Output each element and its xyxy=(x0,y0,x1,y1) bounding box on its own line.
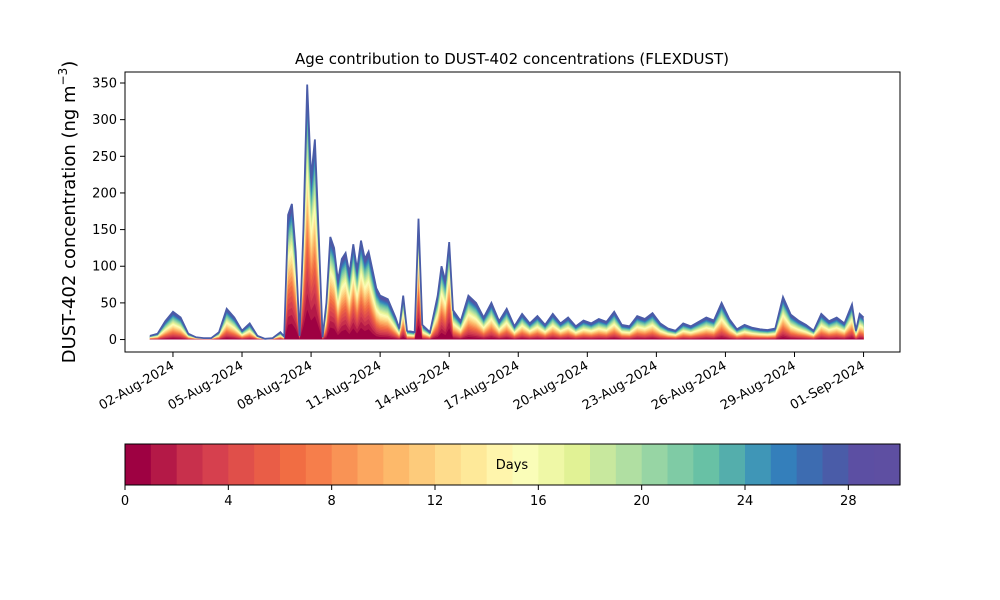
colorbar-bin-24 xyxy=(745,444,772,485)
y-tick-label: 0 xyxy=(109,333,117,348)
y-tick-label: 300 xyxy=(92,113,117,128)
age-band-9-days xyxy=(149,211,864,340)
colorbar-bin-4 xyxy=(228,444,255,485)
age-band-10-days xyxy=(149,204,864,340)
age-band-7-days xyxy=(149,228,864,340)
colorbar-bin-3 xyxy=(202,444,229,485)
x-tick-label: 01-Sep-2024 xyxy=(788,358,868,413)
y-tick-label: 150 xyxy=(92,223,117,238)
colorbar-tick-label: 16 xyxy=(530,494,547,509)
y-tick-label: 250 xyxy=(92,150,117,165)
colorbar-bin-16 xyxy=(538,444,565,485)
colorbar-bin-12 xyxy=(435,444,462,485)
y-tick-label: 200 xyxy=(92,186,117,201)
colorbar-bin-26 xyxy=(796,444,824,485)
x-tick-label: 08-Aug-2024 xyxy=(235,358,315,413)
colorbar-bin-17 xyxy=(564,444,591,485)
colorbar-bin-13 xyxy=(460,444,488,485)
plot-frame xyxy=(124,71,901,353)
y-axis-label-main: DUST-402 concentration (ng m xyxy=(59,85,80,363)
chart-title: Age contribution to DUST-402 concentrati… xyxy=(295,50,729,68)
colorbar-bin-5 xyxy=(254,444,281,485)
y-axis-label-exponent: −3 xyxy=(56,68,70,86)
colorbar-bin-28 xyxy=(848,444,875,485)
x-tick-label: 14-Aug-2024 xyxy=(373,358,453,413)
colorbar-bin-15 xyxy=(512,444,539,485)
colorbar-bin-2 xyxy=(176,444,204,485)
colorbar-bin-21 xyxy=(667,444,694,485)
x-axis: 02-Aug-202405-Aug-202408-Aug-202411-Aug-… xyxy=(97,352,868,414)
colorbar-bin-14 xyxy=(486,444,514,485)
colorbar-bin-25 xyxy=(770,444,798,485)
colorbar-bin-10 xyxy=(383,444,410,485)
colorbar-bin-1 xyxy=(150,444,178,485)
y-axis-label-tail: ) xyxy=(59,61,80,68)
x-tick-label: 26-Aug-2024 xyxy=(649,358,729,413)
colorbar-tick-label: 8 xyxy=(328,494,336,509)
colorbar-tick-label: 4 xyxy=(224,494,232,509)
x-tick-label: 05-Aug-2024 xyxy=(166,358,246,413)
y-axis: 0 50 100 150 200 250 300 350 xyxy=(92,76,125,348)
age-band-26-days xyxy=(149,100,864,340)
colorbar-bin-23 xyxy=(719,444,746,485)
colorbar-bin-18 xyxy=(590,444,617,485)
x-tick-label: 29-Aug-2024 xyxy=(718,358,798,413)
stacked-area-group xyxy=(149,84,864,340)
age-band-13-days xyxy=(149,181,864,340)
age-band-28-days xyxy=(149,89,864,340)
total-concentration-line xyxy=(149,84,865,340)
colorbar-bin-6 xyxy=(280,444,307,485)
colorbar-tick-label: 28 xyxy=(840,494,857,509)
colorbar-bin-27 xyxy=(822,444,849,485)
colorbar-frame xyxy=(124,443,901,486)
age-band-25-days xyxy=(149,106,864,340)
colorbar-tick-label: 24 xyxy=(737,494,754,509)
colorbar-tick-label: 12 xyxy=(427,494,444,509)
age-band-8-days xyxy=(149,220,864,340)
colorbar-bin-20 xyxy=(641,444,669,485)
x-tick-label: 02-Aug-2024 xyxy=(97,358,177,413)
x-tick-label: 23-Aug-2024 xyxy=(580,358,660,413)
colorbar-bin-0 xyxy=(125,444,152,485)
colorbar-bin-11 xyxy=(409,444,436,485)
y-tick-label: 50 xyxy=(100,296,117,311)
colorbar-bin-7 xyxy=(305,444,333,485)
age-band-11-days xyxy=(149,196,864,340)
x-tick-label: 11-Aug-2024 xyxy=(304,358,384,413)
y-tick-label: 100 xyxy=(92,260,117,275)
colorbar-bin-29 xyxy=(874,444,901,485)
colorbar-tick-label: 20 xyxy=(633,494,650,509)
age-band-29-days xyxy=(149,84,864,340)
colorbar xyxy=(125,444,901,485)
colorbar-label: Days xyxy=(496,458,529,473)
age-band-23-days xyxy=(149,117,864,340)
colorbar-axis: 0 4 8 12 16 20 24 28 xyxy=(121,485,857,509)
colorbar-bin-9 xyxy=(357,444,384,485)
colorbar-tick-label: 0 xyxy=(121,494,129,509)
colorbar-bin-8 xyxy=(331,444,359,485)
age-band-27-days xyxy=(149,95,864,340)
colorbar-bin-22 xyxy=(693,444,720,485)
y-axis-label: DUST-402 concentration (ng m−3) xyxy=(56,61,80,364)
x-tick-label: 20-Aug-2024 xyxy=(511,358,591,413)
age-band-12-days xyxy=(149,188,864,340)
age-band-24-days xyxy=(149,112,864,340)
y-tick-label: 350 xyxy=(92,76,117,91)
x-tick-label: 17-Aug-2024 xyxy=(442,358,522,413)
age-band-15-days xyxy=(149,167,864,340)
age-band-14-days xyxy=(149,174,864,340)
colorbar-bin-19 xyxy=(615,444,643,485)
